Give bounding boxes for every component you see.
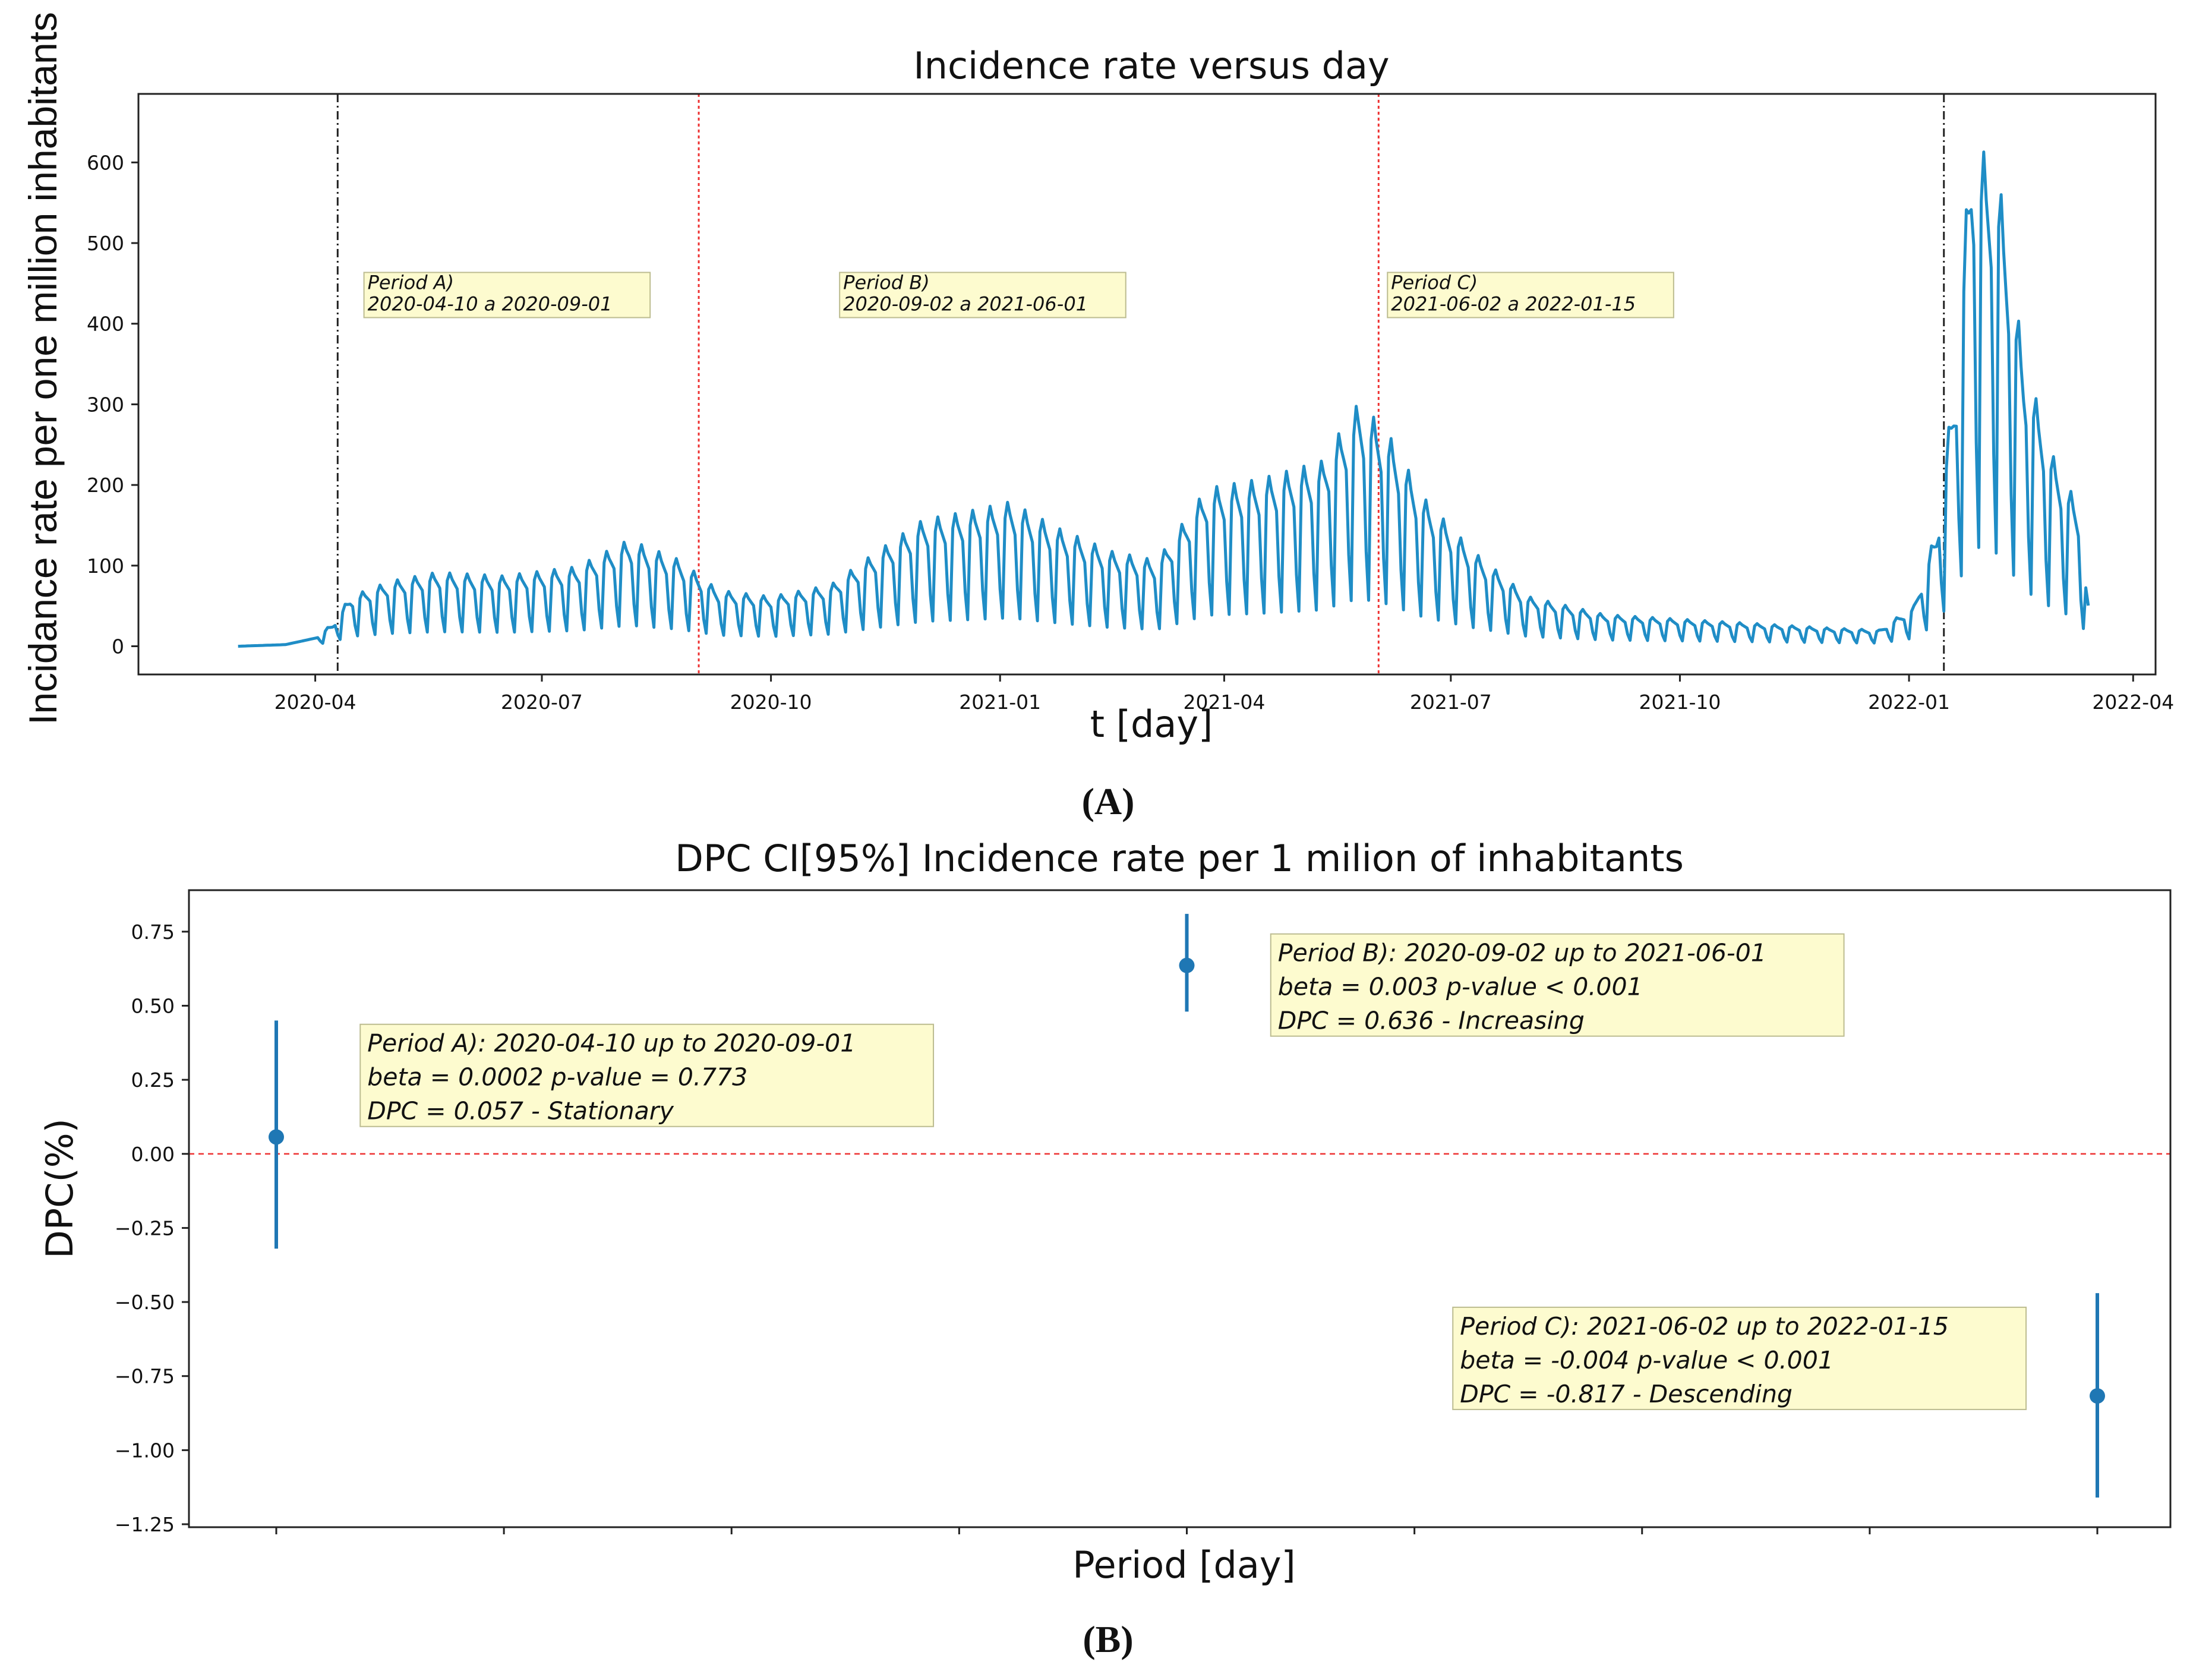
panel-b-x-axis-label: Period [day] (1072, 1543, 1295, 1587)
annotation-box (359, 1023, 935, 1127)
annotation-line: beta = 0.0002 p-value = 0.773 (367, 1063, 747, 1092)
y-tick-label: −1.25 (115, 1513, 175, 1536)
panel-a-x-axis-label: t [day] (1090, 702, 1213, 746)
period-annotation: Period C) 2021-06-02 a 2022-01-15 (1387, 271, 1674, 319)
x-tick-label: 2020-04 (274, 691, 356, 714)
period-annotation: Period A) 2020-04-10 a 2020-09-01 (363, 271, 651, 319)
incidence-rate-line (238, 150, 2090, 648)
panel-b-title: DPC CI[95%] Incidence rate per 1 milion … (675, 837, 1684, 880)
y-tick-label: 100 (87, 554, 124, 578)
panel-a-title: Incidence rate versus day (913, 44, 1389, 87)
x-tick-label: 2021-07 (1410, 691, 1492, 714)
panel-b-frame (188, 889, 2172, 1528)
annotation-line: Period A): 2020-04-10 up to 2020-09-01 (367, 1029, 856, 1058)
dpc-point (2090, 1388, 2105, 1404)
y-tick-label: −0.25 (115, 1216, 175, 1240)
panel-a-frame (137, 93, 2157, 676)
panel-b-points (269, 913, 2105, 1498)
annotation-dates: 2021-06-02 a 2022-01-15 (1391, 292, 1636, 315)
annotation-line: Period B): 2020-09-02 up to 2021-06-01 (1278, 939, 1766, 967)
x-tick-label: 2021-01 (959, 691, 1041, 714)
y-tick-label: 0 (112, 635, 124, 658)
period-annotation: Period B) 2020-09-02 a 2021-06-01 (839, 271, 1126, 319)
annotation-line: DPC = 0.636 - Increasing (1278, 1007, 1585, 1035)
panel-b-ticks: 0.75 0.50 0.25 0.00 −0.25 −0.50 −0.75 −1.00 −1.2… (115, 920, 2099, 1536)
y-tick-label: 0.25 (131, 1068, 175, 1092)
y-tick-label: 0.00 (131, 1143, 175, 1166)
period-result-annotation: Period A): 2020-04-10 up to 2020-09-01 b… (359, 1023, 935, 1127)
panel-b-annotations: Period A): 2020-04-10 up to 2020-09-01 b… (359, 933, 2027, 1410)
annotation-box (839, 272, 1126, 319)
period-result-annotation: Period B): 2020-09-02 up to 2021-06-01 b… (1270, 933, 1845, 1037)
panel-b: DPC CI[95%] Incidence rate per 1 milion … (38, 837, 2172, 1660)
annotation-line: DPC = 0.057 - Stationary (367, 1097, 674, 1125)
y-tick-label: 200 (87, 474, 124, 497)
annotation-line: DPC = -0.817 - Descending (1460, 1380, 1793, 1408)
y-tick-label: −1.00 (115, 1439, 175, 1462)
y-tick-label: 500 (87, 232, 124, 255)
panel-a-series (238, 150, 2090, 648)
panel-a: Incidence rate versus day Incidance rate… (21, 12, 2174, 822)
panel-b-label: (B) (1083, 1618, 1133, 1660)
annotation-title: Period A) (368, 271, 454, 294)
y-tick-label: 0.50 (131, 994, 175, 1017)
annotation-title: Period B) (843, 271, 930, 294)
annotation-line: Period C): 2021-06-02 up to 2022-01-15 (1460, 1312, 1949, 1341)
panel-b-y-axis-label: DPC(%) (38, 1118, 81, 1259)
annotation-line: beta = 0.003 p-value < 0.001 (1278, 973, 1643, 1001)
period-result-annotation: Period C): 2021-06-02 up to 2022-01-15 b… (1452, 1306, 2027, 1410)
y-tick-label: 0.75 (131, 920, 175, 944)
dpc-point (1179, 957, 1195, 973)
annotation-box (1270, 933, 1845, 1037)
annotation-box (1452, 1306, 2027, 1410)
annotation-title: Period C) (1391, 271, 1478, 294)
panel-a-annotations: Period A) 2020-04-10 a 2020-09-01Period … (363, 271, 1674, 319)
x-tick-label: 2022-04 (2092, 691, 2174, 714)
y-tick-label: −0.50 (115, 1291, 175, 1314)
x-tick-label: 2020-07 (501, 691, 583, 714)
annotation-box (363, 272, 651, 319)
dpc-point (269, 1129, 284, 1145)
y-tick-label: 300 (87, 393, 124, 416)
x-tick-label: 2021-10 (1639, 691, 1721, 714)
x-tick-label: 2021-04 (1183, 691, 1265, 714)
annotation-dates: 2020-04-10 a 2020-09-01 (368, 292, 613, 315)
annotation-box (1387, 272, 1674, 319)
panel-a-y-axis-label: Incidance rate per one million inhabitan… (21, 12, 65, 725)
y-tick-label: 400 (87, 313, 124, 336)
x-tick-label: 2022-01 (1868, 691, 1950, 714)
y-tick-label: 600 (87, 151, 124, 174)
panel-a-label: (A) (1082, 780, 1135, 822)
x-tick-label: 2020-10 (730, 691, 812, 714)
panel-a-ticks: 2020-04 2020-07 2020-10 2021-01 2021-04 2021-… (87, 151, 2174, 714)
annotation-dates: 2020-09-02 a 2021-06-01 (843, 292, 1088, 315)
annotation-line: beta = -0.004 p-value < 0.001 (1460, 1346, 1834, 1374)
y-tick-label: −0.75 (115, 1365, 175, 1388)
